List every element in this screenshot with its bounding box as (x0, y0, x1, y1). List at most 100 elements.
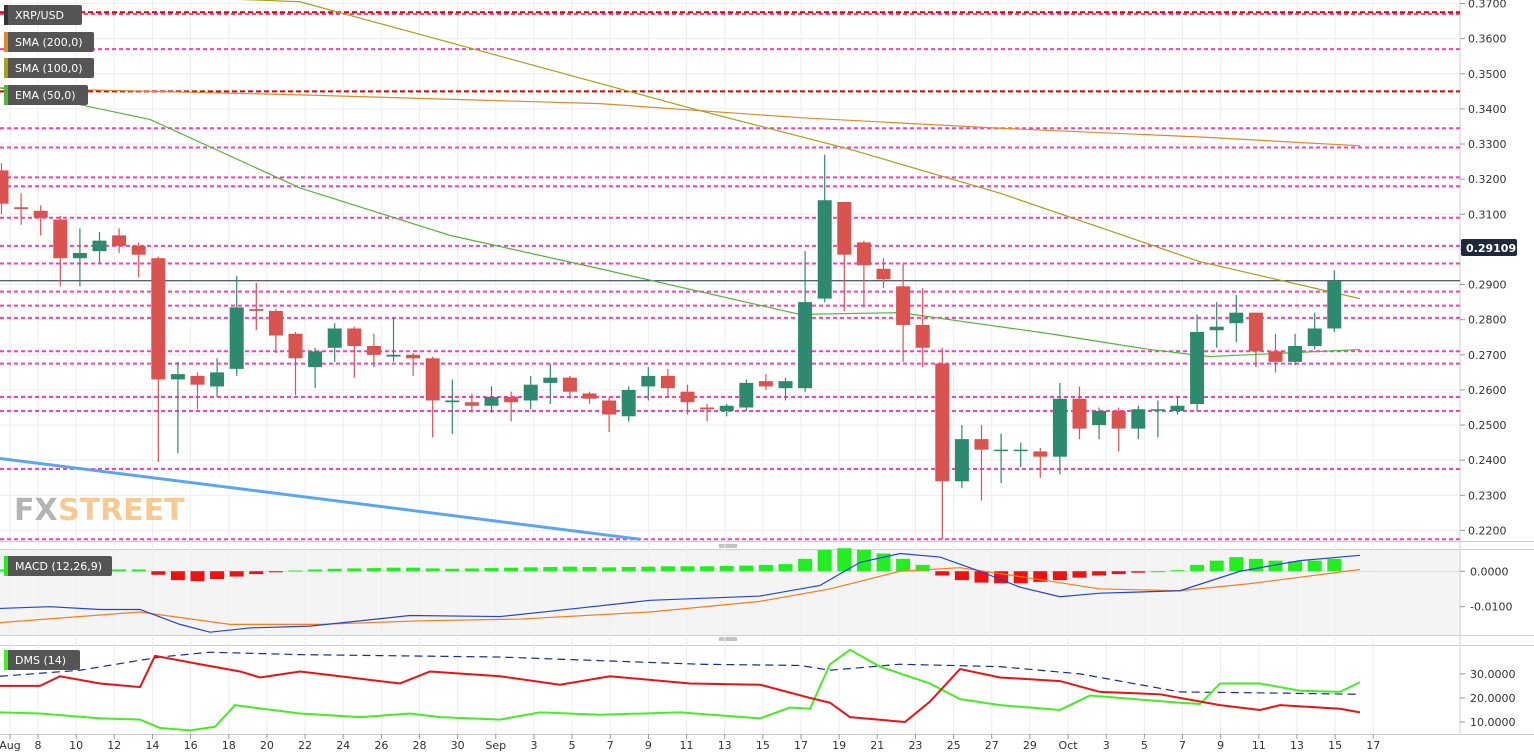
y-tick-label: 0.2200 (1468, 524, 1507, 537)
macd-histogram-bar (660, 566, 675, 572)
x-tick-label: 17 (1366, 739, 1380, 752)
candle-down (1072, 398, 1087, 429)
dmi-plus-line (0, 648, 1361, 732)
macd-histogram-bar (1033, 571, 1048, 582)
legend-xrpusd[interactable]: XRP/USD (4, 5, 82, 25)
candle-up (72, 252, 87, 259)
macd-histogram-bar (504, 567, 519, 572)
macd-histogram-bar (229, 571, 244, 577)
legend-ema50[interactable]: EMA (50,0) (4, 85, 88, 105)
macd-histogram-bar (915, 564, 930, 572)
x-tick-label: Aug (0, 739, 21, 752)
macd-histogram-bar (1092, 571, 1107, 576)
candle-down (758, 381, 773, 387)
candle-down (876, 268, 891, 280)
x-tick-label: Sep (485, 739, 506, 752)
trendline (0, 456, 641, 541)
candle-down (190, 375, 205, 385)
price-panel (0, 0, 1460, 541)
y-tick-label: 10.0000 (1470, 716, 1516, 729)
candle-up (229, 307, 244, 369)
current-price-tag: 0.291095 (1461, 239, 1524, 256)
macd-histogram-bar (131, 569, 146, 572)
y-tick-label: 20.0000 (1470, 692, 1516, 705)
candle-up (308, 351, 323, 368)
candle-up (1092, 411, 1107, 426)
candle-up (641, 375, 656, 387)
macd-histogram-bar (1190, 564, 1205, 572)
legend-sma200-label: SMA (200,0) (15, 36, 83, 49)
candle-down (680, 391, 695, 403)
y-tick-label: -0.0100 (1470, 601, 1512, 614)
candle-down (1111, 411, 1126, 429)
candle-down (582, 393, 597, 399)
macd-histogram-bar (896, 558, 911, 572)
x-tick-label: 15 (1328, 739, 1342, 752)
x-tick-label: 27 (985, 739, 999, 752)
y-tick-label: 0.3400 (1468, 103, 1507, 116)
legend-macd[interactable]: MACD (12,26,9) (4, 556, 112, 576)
macd-histogram-bar (582, 567, 597, 572)
macd-histogram-bar (1131, 571, 1146, 573)
macd-histogram-bar (798, 558, 813, 572)
candle-down (700, 407, 715, 410)
y-tick-label: 0.2500 (1468, 419, 1507, 432)
panel-resize-handle[interactable] (719, 544, 737, 548)
candle-down (14, 207, 29, 210)
macd-histogram-bar (1307, 560, 1322, 572)
candle-up (92, 240, 107, 252)
legend-sma200[interactable]: SMA (200,0) (4, 32, 94, 52)
macd-histogram-bar (954, 571, 969, 581)
x-tick-label: 24 (336, 739, 350, 752)
candle-down (562, 377, 577, 392)
macd-histogram-bar (249, 571, 264, 575)
candle-down (249, 309, 264, 311)
panel-resize-handle[interactable] (719, 637, 737, 641)
macd-histogram-bar (347, 568, 362, 572)
candle-up (817, 200, 832, 299)
macd-histogram-bar (366, 568, 381, 572)
macd-histogram-bar (386, 567, 401, 572)
x-tick-label: 12 (107, 739, 121, 752)
candle-down (504, 396, 519, 403)
candle-down (896, 286, 911, 325)
candle-down (602, 400, 617, 415)
macd-histogram-bar (1170, 570, 1185, 572)
candle-up (1190, 331, 1205, 404)
adx-line (0, 651, 1361, 695)
y-tick-label: 0.0000 (1470, 565, 1509, 578)
x-tick-label: 17 (794, 739, 808, 752)
candle-down (33, 210, 48, 218)
candle-up (445, 400, 460, 403)
macd-histogram-bar (1268, 560, 1283, 572)
candle-down (406, 354, 421, 359)
legend-sma100[interactable]: SMA (100,0) (4, 58, 94, 78)
x-tick-label: 11 (680, 739, 694, 752)
y-tick-label: 30.0000 (1470, 668, 1516, 681)
macd-histogram-bar (170, 571, 185, 581)
candle-down (856, 242, 871, 266)
macd-histogram-bar (543, 567, 558, 572)
x-tick-label: 16 (184, 739, 198, 752)
candle-down (837, 201, 852, 255)
candle-up (739, 382, 754, 408)
candle-up (210, 372, 225, 387)
x-tick-label: 5 (569, 739, 576, 752)
candle-down (660, 375, 675, 389)
y-tick-label: 0.2400 (1468, 454, 1507, 467)
candle-up (543, 377, 558, 383)
macd-histogram-bar (719, 565, 734, 572)
candle-up (719, 405, 734, 412)
macd-histogram-bar (484, 568, 499, 572)
macd-histogram-bar (935, 571, 950, 576)
macd-histogram-bar (817, 550, 832, 572)
macd-line (0, 552, 1361, 633)
legend-dms[interactable]: DMS (14) (4, 650, 80, 670)
candle-up (1209, 326, 1224, 331)
macd-histogram-bar (641, 566, 656, 572)
x-tick-label: 8 (35, 739, 42, 752)
x-tick-label: 18 (222, 739, 236, 752)
legend-sma100-label: SMA (100,0) (15, 62, 83, 75)
candle-up (523, 384, 538, 401)
legend-macd-label: MACD (12,26,9) (15, 560, 102, 573)
